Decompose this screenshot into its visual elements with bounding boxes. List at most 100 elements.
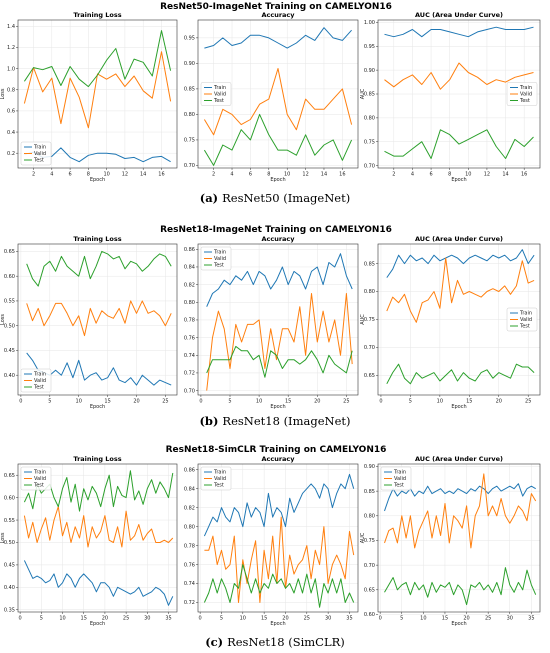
row-c-training-loss-y-tick-label: 0.55 <box>4 518 15 524</box>
row-c-training-loss-x-axis-label: Epoch <box>90 621 105 627</box>
row-c-training-loss-x-tick-label: 25 <box>123 616 129 622</box>
row-c-training-loss-x-tick-label: 5 <box>40 616 43 622</box>
row-b-auc-x-tick-label: 0 <box>379 399 382 405</box>
row-b-accuracy-series-valid <box>206 293 353 391</box>
row-b-auc-y-tick-label: 0.80 <box>364 289 375 295</box>
row-b-accuracy-x-tick-label: 20 <box>314 399 320 405</box>
row-c-auc-y-tick-label: 0.75 <box>364 538 375 544</box>
row-a-auc-y-tick-label: 0.80 <box>364 116 375 122</box>
row-b-accuracy-y-tick-label: 0.74 <box>184 353 195 359</box>
row-c-accuracy-y-tick-label: 0.84 <box>184 486 195 492</box>
row-c-training-loss-y-tick-label: 0.40 <box>4 585 15 591</box>
row-a-accuracy-series-valid <box>203 68 353 136</box>
row-b-accuracy-legend-label-train: Train <box>213 250 226 256</box>
row-a-caption: (a) ResNet50 (ImageNet) <box>200 191 350 205</box>
row-b-auc-y-axis-label: AUC <box>360 314 366 325</box>
row-c-accuracy-legend-label-test: Test <box>213 483 224 489</box>
row-c-auc-chart: 0 5 10 15 20 25 30 35 0.60 0.65 0.70 0.75 0.80 0.85 0.… <box>360 455 541 627</box>
row-c-accuracy-series-train <box>203 473 355 537</box>
row-c-accuracy-y-tick-label: 0.76 <box>184 562 195 568</box>
row-b-training-loss-frame <box>17 243 178 396</box>
row-b-auc-x-tick-label: 10 <box>437 399 443 405</box>
row-a-training-loss-y-tick-label: 0.8 <box>7 87 15 93</box>
row-c-auc-y-tick-label: 0.85 <box>364 489 375 495</box>
row-c-accuracy-y-tick-label: 0.80 <box>184 524 195 530</box>
row-c-training-loss-y-tick-label: 0.35 <box>4 607 15 613</box>
row-a-auc-y-tick-label: 0.85 <box>364 92 375 98</box>
row-b-accuracy-x-tick-label: 25 <box>343 399 349 405</box>
row-b-training-loss-legend-label-train: Train <box>33 372 46 378</box>
row-a-training-loss-x-tick-label: 4 <box>50 172 53 178</box>
row-a-caption-letter: (a) <box>200 191 218 205</box>
row-b-accuracy-chart: 0 5 10 15 20 25 0.70 0.72 0.74 0.76 0.78 0.80 0.82 0.… <box>184 235 359 410</box>
row-b-training-loss-x-tick-label: 25 <box>162 399 168 405</box>
row-a-accuracy-y-tick-label: 0.90 <box>184 61 195 67</box>
row-c-training-loss-x-tick-label: 30 <box>144 616 150 622</box>
row-b-auc-y-tick-label: 0.70 <box>364 345 375 351</box>
row-b-auc-x-tick-label: 20 <box>496 399 502 405</box>
row-a-training-loss-y-axis-label: Loss <box>0 88 6 99</box>
row-a-auc-x-tick-label: 12 <box>484 172 490 178</box>
row-b-training-loss-legend-label-valid: Valid <box>34 378 46 384</box>
row-b-training-loss-x-tick-label: 10 <box>76 399 82 405</box>
row-a-accuracy-legend-label-valid: Valid <box>214 92 226 98</box>
row-b-training-loss-x-tick-label: 0 <box>19 399 22 405</box>
row-b-auc-y-tick-label: 0.85 <box>364 261 375 267</box>
row-a-accuracy-chart: 2 4 6 8 10 12 14 16 0.70 0.75 0.80 0.85 0.90 0.95 Accu… <box>184 11 359 183</box>
row-a-auc-x-tick-label: 14 <box>502 172 508 178</box>
row-a-auc-x-tick-label: 10 <box>465 172 471 178</box>
row-a-accuracy-x-tick-label: 14 <box>321 172 327 178</box>
row-c-suptitle: ResNet18-SimCLR Training on CAMELYON16 <box>166 445 387 455</box>
row-b-accuracy-y-tick-label: 0.82 <box>184 282 195 288</box>
row-c-training-loss-y-tick-label: 0.65 <box>4 473 15 479</box>
row-b-training-loss-chart: 0 5 10 15 20 25 0.40 0.45 0.50 0.55 0.60 0.65 Traini… <box>0 235 178 410</box>
row-a-auc-series-valid <box>384 62 534 90</box>
row-b-accuracy-y-tick-label: 0.86 <box>184 247 195 253</box>
row-a-accuracy-title: Accuracy <box>261 11 295 19</box>
row-a-auc-series-test <box>384 129 534 159</box>
row-c-training-loss-y-axis-label: Loss <box>0 532 6 543</box>
row-b-auc-x-tick-label: 5 <box>409 399 412 405</box>
row-c-auc-y-tick-label: 0.80 <box>364 514 375 520</box>
row-b-training-loss-x-tick-label: 5 <box>48 399 51 405</box>
row-a-auc-y-tick-label: 0.95 <box>364 44 375 50</box>
row-b-accuracy-y-tick-label: 0.70 <box>184 388 195 394</box>
row-a-training-loss-legend-label-test: Test <box>33 158 44 164</box>
row-b-training-loss-y-tick-label: 0.45 <box>4 348 15 354</box>
row-b-accuracy-series-test <box>206 345 353 378</box>
row-a-accuracy-legend-box <box>200 82 232 106</box>
row-c-auc-x-tick-label: 25 <box>485 616 491 622</box>
row-c-training-loss-y-tick-label: 0.45 <box>4 563 15 569</box>
row-c-accuracy-x-tick-label: 5 <box>220 616 223 622</box>
row-a-accuracy-frame <box>197 19 359 169</box>
row-a-auc-legend-label-train: Train <box>519 85 532 91</box>
row-b-training-loss-y-tick-label: 0.40 <box>4 373 15 379</box>
row-b-training-loss-legend-label-test: Test <box>33 385 44 391</box>
row-a-auc-y-tick-label: 0.75 <box>364 139 375 145</box>
row-b-training-loss-y-tick-label: 0.60 <box>4 274 15 280</box>
row-a-accuracy-y-tick-label: 0.95 <box>184 36 195 42</box>
row-c-accuracy-legend-box <box>200 466 232 491</box>
row-a-auc-chart: 2 4 6 8 10 12 14 16 0.70 0.75 0.80 0.85 0.90 0.95 1.00… <box>360 11 541 183</box>
row-a-accuracy-x-axis-label: Epoch <box>270 177 285 183</box>
row-a-accuracy-y-tick-label: 0.70 <box>184 163 195 169</box>
row-b-accuracy-x-tick-label: 5 <box>228 399 231 405</box>
row-c-training-loss-y-tick-label: 0.60 <box>4 495 15 501</box>
row-c-caption-text: ResNet18 (SimCLR) <box>227 635 345 649</box>
row-b-accuracy-x-tick-label: 10 <box>256 399 262 405</box>
row-a-training-loss-y-tick-label: 1.0 <box>7 66 15 72</box>
row-b-training-loss-y-tick-label: 0.65 <box>4 249 15 255</box>
row-c-auc-y-tick-label: 0.90 <box>364 464 375 470</box>
row-b-auc-y-tick-label: 0.75 <box>364 317 375 323</box>
row-a-accuracy-x-tick-label: 16 <box>339 172 345 178</box>
row-b-accuracy-x-tick-label: 0 <box>199 399 202 405</box>
row-b-auc-x-axis-label: Epoch <box>451 404 466 410</box>
row-b-accuracy-y-tick-label: 0.80 <box>184 300 195 306</box>
row-a-caption-text: ResNet50 (ImageNet) <box>222 191 350 205</box>
row-a-accuracy-x-tick-label: 4 <box>230 172 233 178</box>
row-c-accuracy-y-tick-label: 0.72 <box>184 600 195 606</box>
